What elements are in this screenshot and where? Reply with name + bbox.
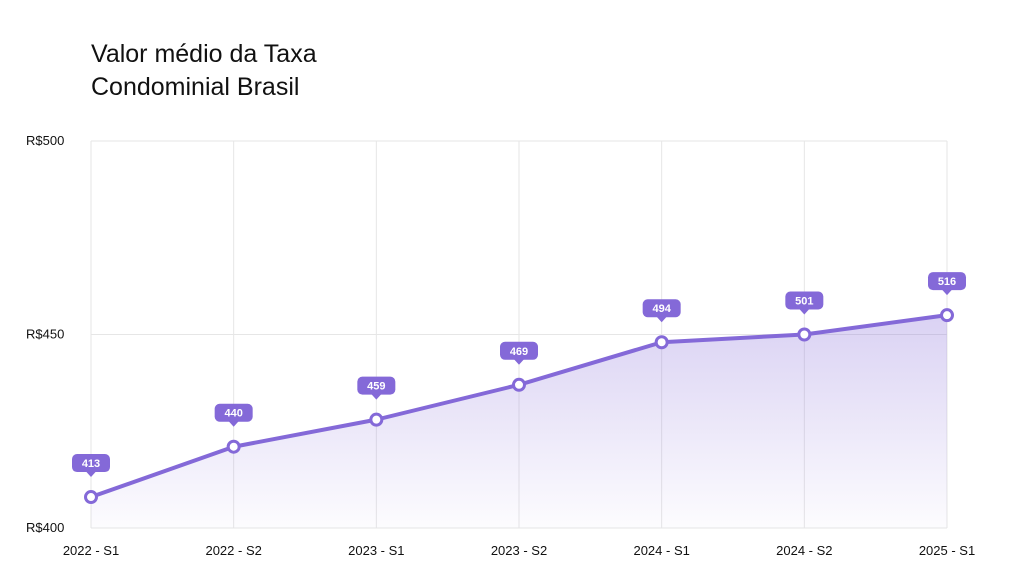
badge-bg <box>642 299 681 318</box>
data-label: 516 <box>938 276 956 288</box>
badge-pointer <box>656 316 667 323</box>
x-tick-label: 2023 - S2 <box>491 543 547 558</box>
data-point <box>84 490 98 505</box>
data-label: 469 <box>510 346 528 358</box>
data-point <box>654 335 669 350</box>
y-tick-label: R$500 <box>26 133 64 148</box>
badge-pointer <box>942 289 952 296</box>
data-point <box>369 412 384 427</box>
area-path <box>91 315 947 528</box>
badge-bg <box>214 403 253 422</box>
x-tick-label: 2023 - S1 <box>348 543 404 558</box>
data-label: 494 <box>652 303 671 315</box>
x-tick-label: 2024 - S1 <box>633 543 689 558</box>
x-tick-label: 2022 - S1 <box>63 543 119 558</box>
badge-pointer <box>86 471 96 478</box>
data-label-badge: 469 <box>500 341 538 365</box>
badge-pointer <box>228 421 239 427</box>
data-label-badge: 494 <box>642 299 681 323</box>
badge-pointer <box>514 359 524 365</box>
data-label: 459 <box>367 381 385 393</box>
data-label-badge: 501 <box>785 291 824 315</box>
chart-title: Valor médio da Taxa Condominial Brasil <box>91 38 511 104</box>
badge-bg <box>928 272 966 291</box>
axes: R$400 R$450 R$500 2022 - S1 2022 - S2 2023 - … <box>26 133 975 558</box>
x-tick-label: 2022 - S2 <box>205 543 261 558</box>
badge-bg <box>500 341 538 360</box>
data-point <box>797 327 812 342</box>
data-labels: 413 440 459 469 494 501 516 <box>72 272 966 478</box>
chart-title-line-2: Condominial Brasil <box>91 73 300 101</box>
badge-pointer <box>799 309 810 315</box>
data-label: 440 <box>224 408 242 420</box>
area-fill <box>91 315 947 528</box>
x-tick-label: 2025 - S1 <box>919 543 975 558</box>
data-label-badge: 516 <box>928 272 966 296</box>
data-label-badge: 459 <box>357 376 396 400</box>
y-tick-label: R$400 <box>26 520 64 535</box>
data-label-badge: 413 <box>72 454 110 478</box>
data-label: 413 <box>82 458 100 470</box>
badge-bg <box>72 454 110 473</box>
x-tick-label: 2024 - S2 <box>776 543 832 558</box>
data-label: 501 <box>795 296 813 308</box>
badge-bg <box>785 291 824 310</box>
data-label-badge: 440 <box>214 403 253 427</box>
data-point <box>226 439 241 454</box>
data-point <box>512 377 526 392</box>
data-point <box>940 308 954 323</box>
y-tick-label: R$450 <box>26 327 64 342</box>
badge-bg <box>357 376 396 395</box>
data-points <box>84 308 954 505</box>
chart-title-line-1: Valor médio da Taxa <box>91 40 317 68</box>
badge-pointer <box>371 394 382 400</box>
